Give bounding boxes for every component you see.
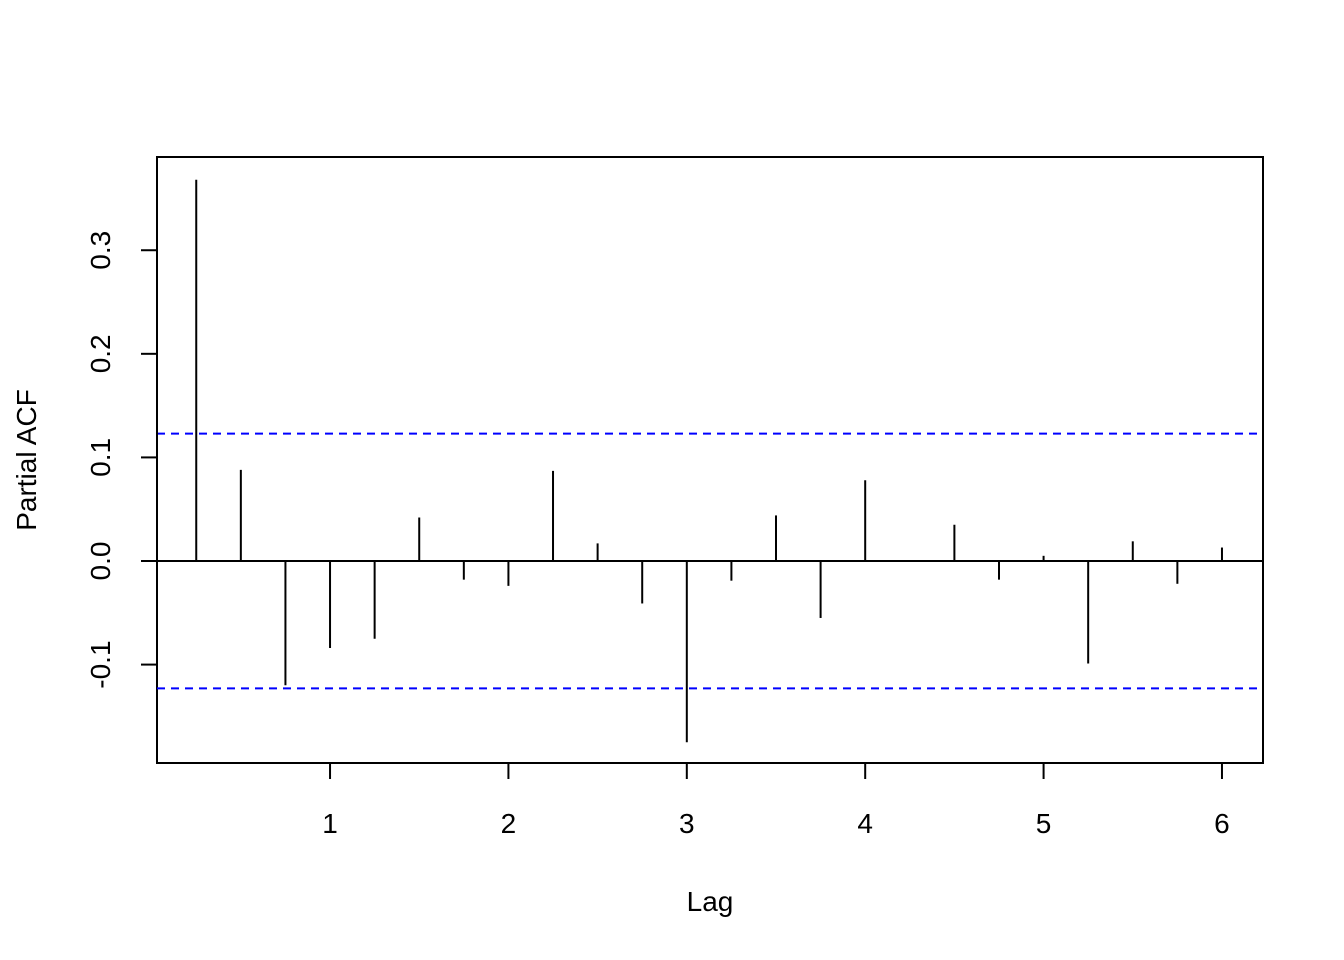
x-tick-label: 3 (679, 808, 695, 839)
x-axis: 1 2 3 4 5 6 (322, 762, 1230, 839)
y-tick-label: 0.2 (85, 334, 116, 373)
plot-frame (156, 156, 1264, 764)
y-tick-label: 0.3 (85, 231, 116, 270)
x-tick-label: 6 (1214, 808, 1230, 839)
y-tick-label: 0.0 (85, 542, 116, 581)
x-tick-label: 2 (501, 808, 517, 839)
x-tick-label: 5 (1036, 808, 1052, 839)
y-tick-label: -0.1 (85, 640, 116, 688)
confidence-bounds (157, 432, 1263, 690)
y-tick-label: 0.1 (85, 438, 116, 477)
x-tick-label: 4 (857, 808, 873, 839)
y-axis: -0.1 0.0 0.1 0.2 0.3 (85, 231, 158, 689)
pacf-bars (195, 179, 1223, 743)
y-axis-label: Partial ACF (11, 389, 42, 531)
x-axis-label: Lag (687, 886, 734, 917)
x-tick-label: 1 (322, 808, 338, 839)
